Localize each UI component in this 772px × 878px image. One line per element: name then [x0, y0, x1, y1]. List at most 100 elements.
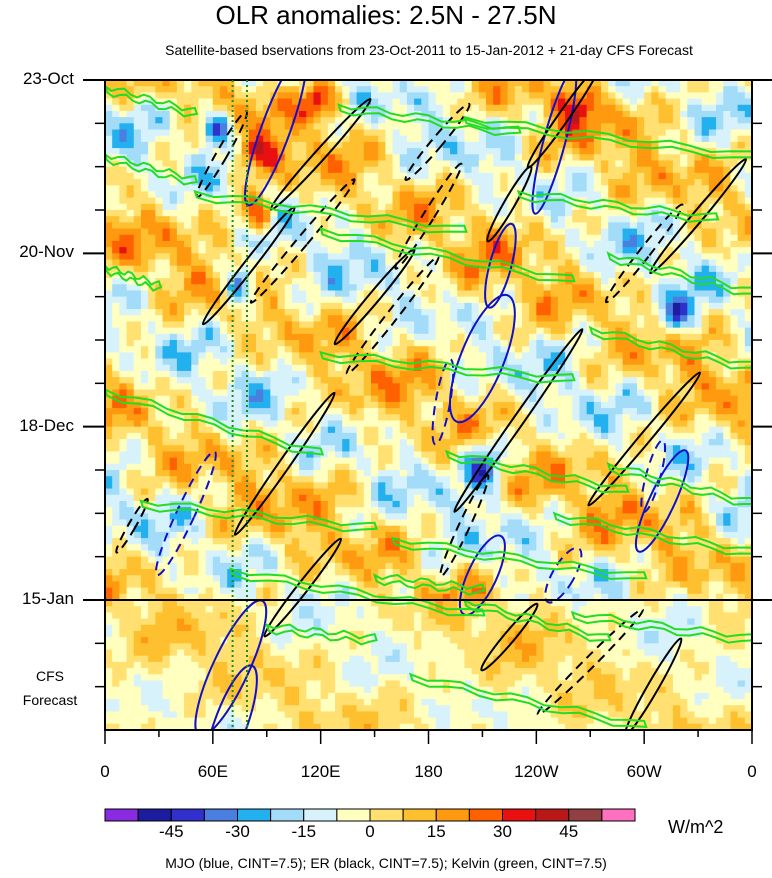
olr-cell	[428, 265, 437, 273]
olr-cell	[672, 377, 681, 384]
olr-cell	[428, 377, 437, 384]
olr-cell	[514, 309, 523, 316]
olr-cell	[227, 234, 235, 242]
olr-cell	[529, 278, 537, 285]
olr-cell	[356, 86, 365, 93]
olr-cell	[435, 154, 444, 161]
olr-cell	[694, 309, 703, 316]
olr-cell	[148, 346, 156, 353]
olr-cell	[658, 327, 667, 335]
olr-cell	[421, 296, 429, 304]
olr-cell	[356, 135, 365, 143]
olr-cell	[708, 228, 717, 236]
olr-cell	[148, 414, 156, 421]
olr-cell	[723, 377, 731, 384]
olr-cell	[428, 104, 437, 112]
olr-cell	[708, 377, 717, 384]
olr-cell	[385, 166, 393, 174]
olr-cell	[572, 309, 580, 316]
olr-cell	[313, 401, 322, 409]
olr-cell	[723, 210, 731, 217]
olr-cell	[119, 166, 127, 174]
olr-cell	[708, 321, 717, 329]
olr-cell	[220, 135, 228, 143]
olr-cell	[105, 290, 113, 298]
olr-cell	[744, 340, 752, 347]
olr-cell	[299, 234, 307, 242]
olr-cell	[184, 210, 192, 217]
olr-cell	[514, 216, 523, 223]
olr-cell	[370, 135, 379, 143]
olr-cell	[291, 117, 300, 124]
olr-cell	[543, 296, 552, 304]
olr-cell	[392, 86, 401, 93]
olr-cell	[629, 358, 638, 366]
olr-cell	[363, 135, 372, 143]
olr-cell	[687, 104, 695, 112]
olr-cell	[521, 117, 530, 124]
olr-cell	[414, 179, 422, 186]
olr-cell	[708, 253, 717, 260]
olr-cell	[112, 290, 120, 298]
olr-cell	[730, 92, 739, 99]
olr-cell	[234, 203, 242, 211]
olr-cell	[651, 247, 659, 254]
olr-cell	[255, 340, 264, 347]
olr-cell	[306, 333, 314, 341]
olr-cell	[687, 352, 695, 359]
olr-cell	[543, 135, 552, 143]
olr-cell	[629, 265, 638, 273]
olr-cell	[313, 265, 322, 273]
olr-cell	[694, 80, 703, 87]
olr-cell	[442, 191, 451, 199]
olr-cell	[615, 321, 623, 329]
olr-cell	[450, 154, 458, 161]
olr-cell	[349, 302, 358, 310]
olr-cell	[385, 364, 393, 372]
olr-cell	[572, 234, 580, 242]
olr-cell	[414, 191, 422, 199]
olr-cell	[162, 253, 171, 260]
olr-cell	[162, 148, 171, 155]
olr-cell	[694, 364, 703, 372]
olr-cell	[169, 216, 178, 223]
olr-cell	[644, 414, 652, 421]
olr-cell	[737, 135, 746, 143]
olr-cell	[701, 321, 710, 329]
olr-cell	[636, 240, 645, 248]
olr-cell	[255, 141, 264, 149]
olr-cell	[421, 216, 429, 223]
olr-cell	[579, 271, 588, 279]
olr-cell	[277, 104, 286, 112]
olr-cell	[126, 370, 135, 378]
olr-cell	[723, 290, 731, 298]
olr-cell	[205, 358, 214, 366]
olr-cell	[370, 278, 379, 285]
olr-cell	[457, 172, 465, 180]
olr-cell	[457, 166, 465, 174]
olr-cell	[471, 129, 480, 137]
olr-cell	[644, 166, 652, 174]
olr-cell	[313, 346, 322, 353]
olr-cell	[457, 296, 465, 304]
olr-cell	[421, 179, 429, 186]
olr-cell	[601, 358, 609, 366]
olr-cell	[636, 340, 645, 347]
olr-cell	[169, 129, 178, 137]
olr-cell	[119, 172, 127, 180]
olr-cell	[601, 315, 609, 322]
olr-cell	[716, 383, 724, 390]
olr-cell	[464, 135, 473, 143]
olr-cell	[126, 141, 135, 149]
olr-cell	[169, 92, 178, 99]
olr-cell	[651, 309, 659, 316]
olr-cell	[716, 333, 724, 341]
olr-cell	[155, 110, 163, 118]
olr-cell	[270, 110, 278, 118]
olr-cell	[370, 123, 379, 130]
olr-cell	[356, 210, 365, 217]
olr-cell	[126, 197, 135, 205]
olr-cell	[191, 290, 199, 298]
olr-cell	[421, 309, 429, 316]
olr-cell	[370, 315, 379, 322]
